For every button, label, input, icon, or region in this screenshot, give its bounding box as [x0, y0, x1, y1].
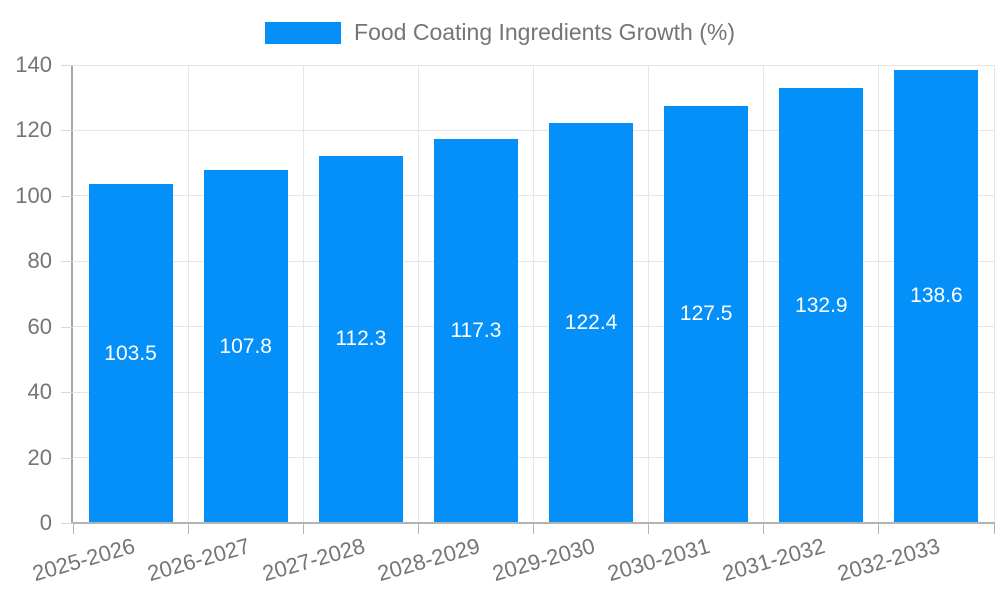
bar[interactable] [779, 88, 864, 523]
y-axis-tick-label: 60 [27, 313, 52, 339]
x-axis-tick [72, 524, 74, 534]
bar[interactable] [88, 184, 173, 523]
x-gridline [533, 65, 534, 523]
chart-legend[interactable]: Food Coating Ingredients Growth (%) [0, 19, 1000, 46]
bar[interactable] [549, 122, 634, 523]
x-axis-tick [187, 524, 189, 534]
y-axis-tick [61, 457, 73, 459]
y-axis-tick-label: 40 [27, 379, 52, 405]
legend-swatch-icon [265, 21, 342, 44]
y-axis-tick-label: 80 [27, 248, 52, 274]
y-axis-tick [61, 392, 73, 394]
y-axis-tick [61, 130, 73, 132]
bar[interactable] [203, 170, 288, 523]
x-gridline [187, 65, 189, 523]
x-axis-tick [763, 524, 765, 534]
y-axis-tick-label: 0 [39, 510, 52, 535]
y-axis-tick [61, 326, 73, 328]
x-gridline [648, 65, 650, 523]
bar[interactable] [433, 139, 518, 523]
x-gridline [878, 65, 880, 523]
x-gridline [993, 65, 995, 523]
bar[interactable] [318, 155, 403, 523]
x-axis-tick [417, 524, 419, 534]
x-axis-tick [648, 524, 650, 534]
y-axis-tick-label: 100 [15, 182, 52, 208]
y-axis-tick-label: 140 [15, 52, 52, 77]
y-axis-line [71, 65, 73, 523]
plot-area: 103.5 107.8 112.3 117.3 122.4 127.5 132.9 138.6 [71, 64, 995, 523]
x-axis-tick [533, 524, 534, 534]
y-axis-tick [61, 65, 73, 66]
x-axis-line [71, 522, 995, 524]
y-axis-tick-label: 120 [15, 117, 52, 143]
legend-label: Food Coating Ingredients Growth (%) [354, 19, 735, 45]
y-axis-tick [61, 195, 73, 197]
y-axis-tick [61, 261, 73, 263]
x-gridline [302, 65, 304, 523]
y-axis-tick [61, 523, 73, 524]
x-axis-tick [302, 524, 304, 534]
x-gridline [417, 65, 419, 523]
bar[interactable] [664, 105, 749, 523]
x-axis-tick [993, 524, 995, 534]
x-gridline [763, 65, 765, 523]
x-axis-tick [878, 524, 880, 534]
y-axis-tick-label: 20 [27, 444, 52, 470]
bar[interactable] [894, 69, 979, 523]
